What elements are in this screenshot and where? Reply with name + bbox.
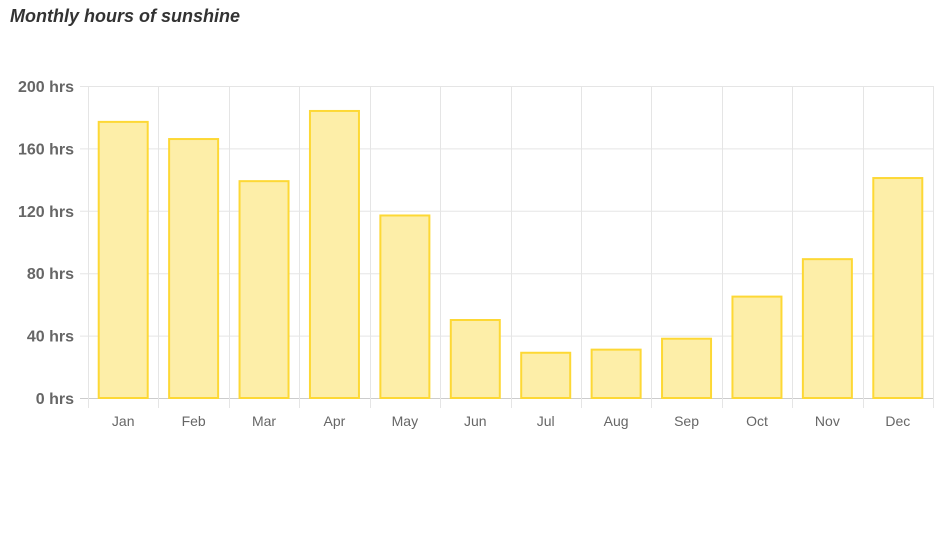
- bar-jul: [520, 351, 572, 400]
- x-tick-label: May: [392, 413, 418, 429]
- bar-may: [379, 214, 431, 399]
- bar-nov: [801, 258, 853, 399]
- bar-sep: [661, 337, 713, 399]
- x-tick-label: Sep: [674, 413, 699, 429]
- x-tick-label: Aug: [604, 413, 629, 429]
- bar-mar: [238, 180, 290, 399]
- x-tick-label: Jun: [464, 413, 487, 429]
- x-tick-label: Oct: [746, 413, 768, 429]
- x-tick-label: Jan: [112, 413, 135, 429]
- y-tick-label: 40 hrs: [27, 329, 74, 346]
- y-tick-label: 0 hrs: [36, 391, 74, 408]
- y-tick-label: 80 hrs: [27, 266, 74, 283]
- x-tick-label: Apr: [324, 413, 346, 429]
- x-tick-label: Dec: [885, 413, 910, 429]
- y-tick-label: 120 hrs: [18, 204, 74, 221]
- chart-title: Monthly hours of sunshine: [10, 6, 240, 26]
- bar-jan: [97, 120, 149, 399]
- bar-jun: [449, 319, 501, 399]
- x-tick-label: Jul: [537, 413, 555, 429]
- bar-oct: [731, 295, 783, 400]
- bar-apr: [308, 109, 360, 400]
- y-tick-label: 160 hrs: [18, 141, 74, 158]
- bar-feb: [168, 138, 220, 399]
- x-tick-label: Mar: [252, 413, 276, 429]
- x-tick-label: Nov: [815, 413, 840, 429]
- bar-aug: [590, 348, 642, 400]
- bar-dec: [872, 177, 924, 399]
- y-tick-label: 200 hrs: [18, 79, 74, 96]
- x-tick-label: Feb: [182, 413, 206, 429]
